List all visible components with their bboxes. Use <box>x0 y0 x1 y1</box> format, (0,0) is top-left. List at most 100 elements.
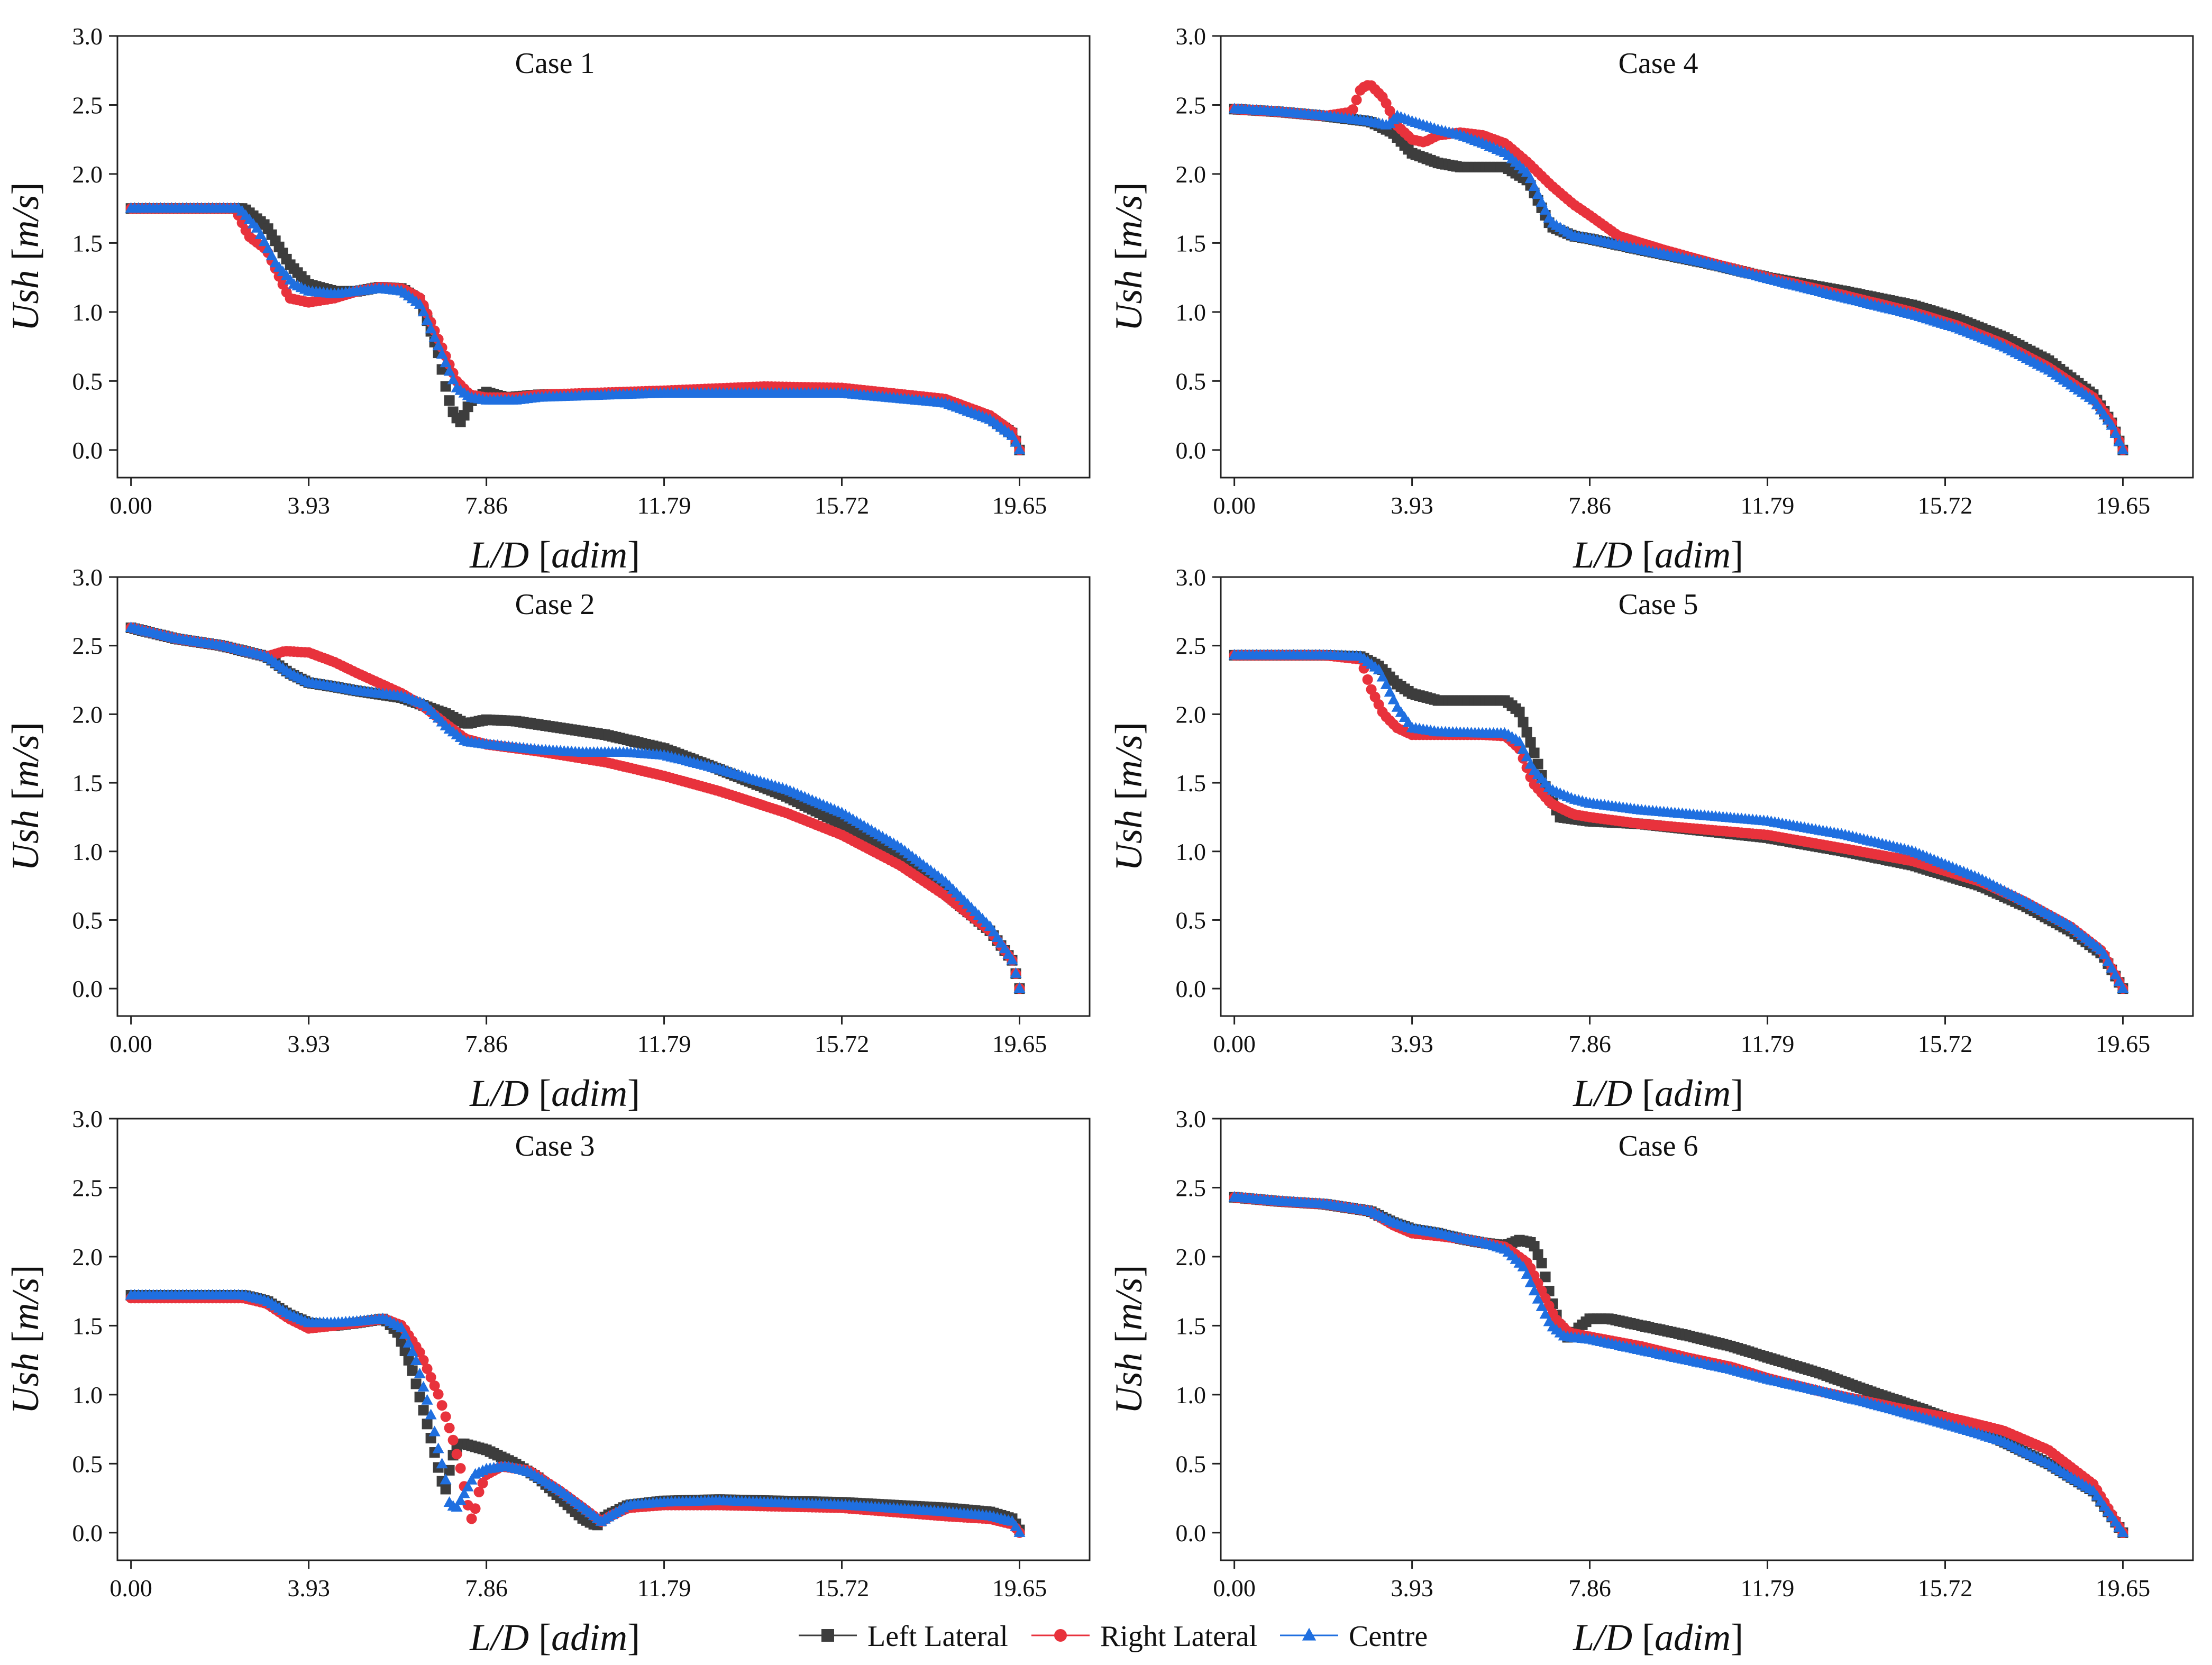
data-point <box>1535 1300 1548 1311</box>
chart-panel-4: 0.00 3.93 7.86 11.79 15.72 19.650.00.51.01.52… <box>1108 23 2194 576</box>
x-tick-label: 3.93 <box>287 1030 330 1057</box>
data-point <box>1387 693 1400 705</box>
data-point <box>1380 678 1392 689</box>
data-point <box>451 1501 463 1512</box>
series-square <box>125 622 1025 994</box>
chart-panel-6: 0.00 3.93 7.86 11.79 15.72 19.650.00.51.01.52… <box>1108 1105 2194 1659</box>
y-tick-label: 0.0 <box>1176 975 1206 1002</box>
y-tick-label: 3.0 <box>72 564 103 591</box>
y-tick-label: 0.0 <box>1176 1520 1206 1547</box>
plot-frame <box>116 576 1091 1017</box>
x-axis-unit: adim <box>551 1072 627 1114</box>
x-axis-variable: L/D <box>1573 1072 1632 1114</box>
data-point <box>414 298 426 309</box>
bracket: ] <box>1731 534 1743 576</box>
data-point <box>444 395 455 406</box>
series-square <box>1229 649 2128 994</box>
data-point <box>2106 419 2118 430</box>
data-point <box>1517 1260 1529 1271</box>
data-point <box>465 1474 478 1485</box>
bracket: [ <box>1108 788 1150 810</box>
panels: 0.00 3.93 7.86 11.79 15.72 19.650.00.51.01.52… <box>4 23 2194 1659</box>
x-tick-label: 15.72 <box>815 1030 870 1057</box>
chart-title: Case 1 <box>515 47 595 80</box>
x-tick-label: 0.00 <box>109 1030 152 1057</box>
data-point <box>2109 427 2122 438</box>
y-tick-label: 2.0 <box>72 161 103 188</box>
x-tick-label: 11.79 <box>637 492 691 519</box>
data-point <box>473 1486 485 1497</box>
bracket: ] <box>1731 1616 1743 1659</box>
data-point <box>410 1354 422 1365</box>
data-point <box>1521 1268 1533 1279</box>
y-axis-label: Ush [m/s] <box>4 1265 47 1414</box>
x-axis-variable: L/D <box>469 534 529 576</box>
data-point <box>1536 1258 1547 1269</box>
y-tick-label: 1.0 <box>1176 299 1206 326</box>
data-point <box>440 1474 452 1485</box>
y-tick-label: 1.5 <box>1176 1312 1206 1339</box>
series-triangle <box>1228 1191 2129 1537</box>
data-point <box>421 314 433 325</box>
y-tick-label: 3.0 <box>1176 564 1206 591</box>
y-tick-label: 2.0 <box>72 1243 103 1270</box>
y-tick-label: 2.0 <box>72 701 103 728</box>
data-point <box>2117 1526 2129 1537</box>
bracket: [ <box>1632 1616 1655 1659</box>
data-point <box>447 1434 459 1446</box>
y-axis-unit: m/s <box>4 735 47 788</box>
y-tick-label: 2.5 <box>72 1174 103 1201</box>
series-square <box>1229 1192 2128 1538</box>
x-tick-label: 3.93 <box>287 1575 330 1602</box>
series-circle <box>1229 649 2128 994</box>
y-tick-label: 1.5 <box>72 770 103 797</box>
data-point <box>2098 948 2110 959</box>
bracket: ] <box>627 1072 640 1114</box>
legend-item: Left Lateral <box>799 1620 1008 1653</box>
x-tick-label: 15.72 <box>815 1575 870 1602</box>
bracket: [ <box>529 534 551 576</box>
data-point <box>421 1394 433 1405</box>
x-axis-unit: adim <box>551 534 627 576</box>
legend-label: Right Lateral <box>1100 1620 1257 1653</box>
data-point <box>436 1400 447 1411</box>
data-point <box>403 1337 415 1348</box>
y-tick-label: 3.0 <box>72 1105 103 1132</box>
data-point <box>1518 717 1529 728</box>
data-point <box>2113 975 2125 986</box>
data-point <box>459 410 470 421</box>
data-point <box>425 1371 436 1383</box>
data-point <box>1514 707 1525 718</box>
data-point <box>1006 429 1018 440</box>
x-tick-label: 7.86 <box>465 1575 508 1602</box>
data-point <box>1540 1271 1551 1283</box>
data-point <box>258 235 270 246</box>
data-point <box>414 1367 426 1378</box>
y-tick-label: 2.5 <box>72 633 103 660</box>
y-tick-label: 1.5 <box>1176 230 1206 257</box>
x-tick-label: 19.65 <box>992 492 1047 519</box>
y-axis-variable: Ush <box>1108 1352 1150 1414</box>
data-point <box>422 1363 433 1374</box>
x-tick-label: 7.86 <box>1568 1575 1611 1602</box>
bracket: [ <box>1108 248 1150 270</box>
series-circle <box>1229 1192 2128 1538</box>
series-triangle <box>1228 648 2129 993</box>
data-point <box>2109 968 2122 980</box>
chart-title: Case 2 <box>515 588 595 621</box>
data-point <box>399 1345 410 1356</box>
y-axis-unit: m/s <box>4 1277 47 1330</box>
data-point <box>447 373 459 385</box>
x-axis-unit: adim <box>1655 534 1731 576</box>
x-tick-label: 3.93 <box>1391 1030 1433 1057</box>
data-point <box>417 1380 429 1392</box>
chart-title: Case 5 <box>1619 588 1698 621</box>
data-point <box>262 242 274 253</box>
y-tick-label: 0.0 <box>72 437 103 464</box>
x-axis-variable: L/D <box>1573 1616 1632 1659</box>
y-tick-label: 1.5 <box>72 230 103 257</box>
x-tick-label: 3.93 <box>1391 1575 1433 1602</box>
x-tick-label: 7.86 <box>1568 1030 1611 1057</box>
series-square <box>1229 104 2128 455</box>
